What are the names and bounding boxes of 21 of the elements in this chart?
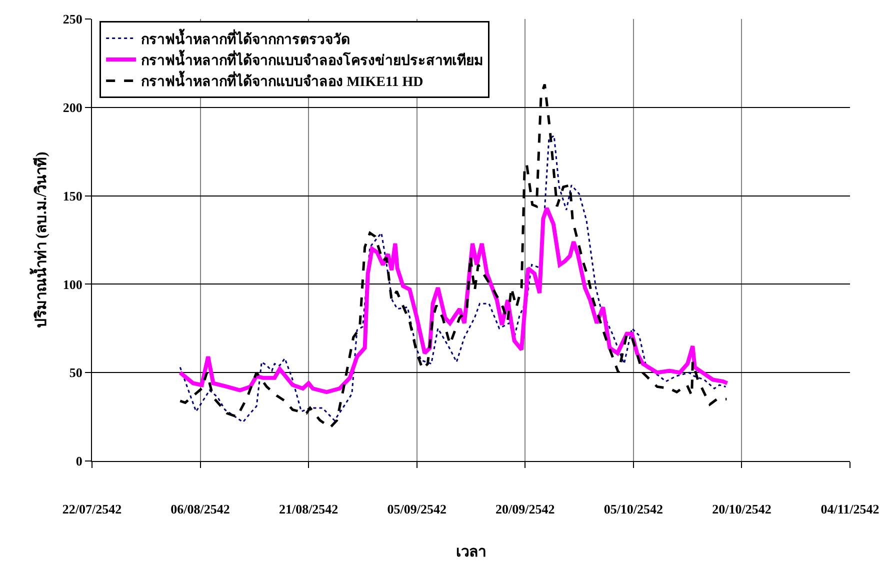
line-series — [178, 206, 730, 394]
y-tick-label: 100 — [62, 276, 82, 292]
x-tick-label: 04/11/2542 — [820, 502, 880, 517]
x-tick-label: 21/08/2542 — [278, 502, 338, 517]
y-axis-title: ปริมาณน้ำท่า (ลบ.ม./วินาที) — [29, 152, 50, 328]
x-tick-label: 06/08/2542 — [170, 502, 230, 517]
legend-label: กราฟน้ำหลากที่ได้จากการตรวจวัด — [141, 28, 350, 48]
y-tick-label: 250 — [62, 12, 82, 27]
x-tick-label: 20/09/2542 — [496, 502, 555, 517]
x-axis-title: เวลา — [456, 544, 486, 561]
legend-label: กราฟน้ำหลากที่ได้จากแบบจำลอง MIKE11 HD — [141, 70, 424, 90]
y-tick-label: 50 — [69, 365, 82, 380]
legend-label: กราฟน้ำหลากที่ได้จากแบบจำลองโครงข่ายประสาทเทียม — [141, 48, 484, 69]
line-series — [179, 134, 727, 423]
y-tick-label: 150 — [62, 188, 82, 204]
y-tick-label: 0 — [76, 454, 82, 469]
x-tick-label: 22/07/2542 — [62, 502, 122, 517]
y-tick-label: 200 — [62, 100, 82, 115]
x-tick-label: 05/09/2542 — [387, 502, 446, 517]
x-tick-label: 05/10/2542 — [604, 502, 664, 517]
x-tick-label: 20/10/2542 — [712, 502, 772, 517]
